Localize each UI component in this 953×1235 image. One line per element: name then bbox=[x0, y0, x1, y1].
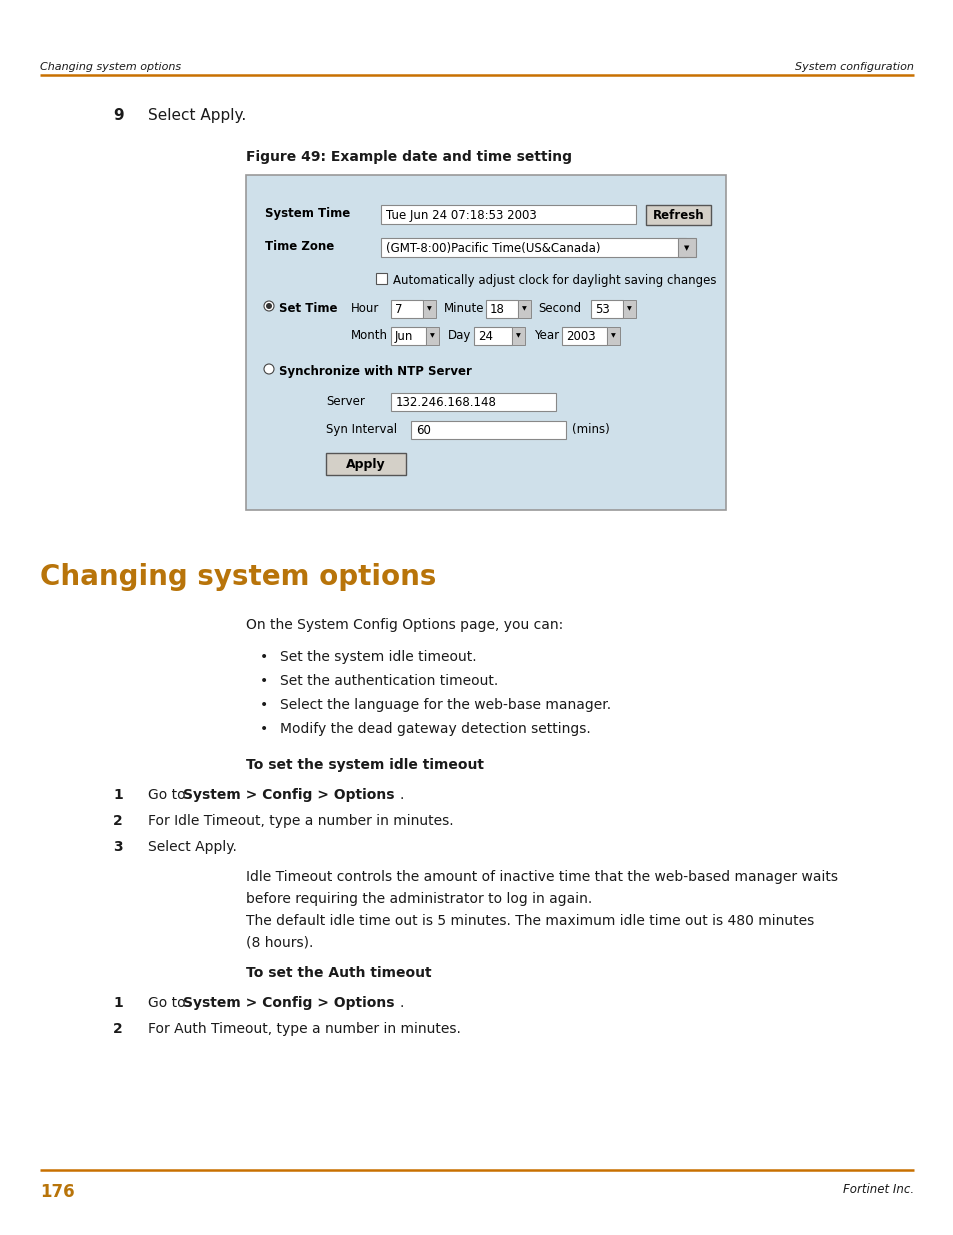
Text: Changing system options: Changing system options bbox=[40, 62, 181, 72]
Text: The default idle time out is 5 minutes. The maximum idle time out is 480 minutes: The default idle time out is 5 minutes. … bbox=[246, 914, 814, 927]
Text: 9: 9 bbox=[112, 107, 124, 124]
Text: Set the system idle timeout.: Set the system idle timeout. bbox=[280, 650, 476, 664]
Text: Synchronize with NTP Server: Synchronize with NTP Server bbox=[278, 366, 472, 378]
Text: Minute: Minute bbox=[443, 303, 484, 315]
Text: ▼: ▼ bbox=[626, 306, 631, 311]
Text: Hour: Hour bbox=[351, 303, 379, 315]
Text: 2003: 2003 bbox=[565, 330, 595, 342]
Text: 60: 60 bbox=[416, 424, 431, 436]
Text: •: • bbox=[259, 722, 268, 736]
Bar bbox=[426, 327, 438, 345]
Circle shape bbox=[264, 364, 274, 374]
Text: Fortinet Inc.: Fortinet Inc. bbox=[842, 1183, 913, 1195]
Text: 7: 7 bbox=[395, 303, 402, 315]
Text: For Idle Timeout, type a number in minutes.: For Idle Timeout, type a number in minut… bbox=[148, 814, 453, 827]
Bar bbox=[391, 327, 426, 345]
Text: ▼: ▼ bbox=[429, 333, 434, 338]
Bar bbox=[422, 300, 436, 317]
Text: Month: Month bbox=[351, 329, 388, 342]
Text: On the System Config Options page, you can:: On the System Config Options page, you c… bbox=[246, 618, 562, 632]
Circle shape bbox=[266, 303, 272, 309]
Text: (mins): (mins) bbox=[572, 424, 609, 436]
Text: Server: Server bbox=[326, 395, 364, 408]
Text: Modify the dead gateway detection settings.: Modify the dead gateway detection settin… bbox=[280, 722, 590, 736]
Text: System > Config > Options: System > Config > Options bbox=[183, 995, 395, 1010]
Bar bbox=[380, 205, 636, 224]
Text: .: . bbox=[399, 995, 404, 1010]
Text: Go to: Go to bbox=[148, 995, 190, 1010]
Text: ▼: ▼ bbox=[610, 333, 615, 338]
Text: Year: Year bbox=[534, 329, 558, 342]
Text: •: • bbox=[259, 698, 268, 713]
Text: ▼: ▼ bbox=[515, 333, 519, 338]
Bar bbox=[517, 300, 531, 317]
Text: 176: 176 bbox=[40, 1183, 74, 1200]
Text: .: . bbox=[399, 788, 404, 802]
Text: ▼: ▼ bbox=[426, 306, 431, 311]
Text: For Auth Timeout, type a number in minutes.: For Auth Timeout, type a number in minut… bbox=[148, 1023, 460, 1036]
Text: Set the authentication timeout.: Set the authentication timeout. bbox=[280, 674, 497, 688]
Text: 1: 1 bbox=[112, 788, 123, 802]
Bar bbox=[474, 327, 512, 345]
Text: Select Apply.: Select Apply. bbox=[148, 840, 236, 853]
Text: ▼: ▼ bbox=[521, 306, 526, 311]
Bar bbox=[380, 238, 685, 257]
Text: 18: 18 bbox=[490, 303, 504, 315]
Text: Syn Interval: Syn Interval bbox=[326, 424, 396, 436]
Text: Day: Day bbox=[448, 329, 471, 342]
Text: 1: 1 bbox=[112, 995, 123, 1010]
Text: System > Config > Options: System > Config > Options bbox=[183, 788, 395, 802]
Bar bbox=[622, 300, 636, 317]
Bar bbox=[561, 327, 606, 345]
Bar bbox=[512, 327, 524, 345]
Text: System Time: System Time bbox=[265, 207, 350, 220]
Text: Apply: Apply bbox=[346, 457, 385, 471]
Text: System configuration: System configuration bbox=[794, 62, 913, 72]
Text: (GMT-8:00)Pacific Time(US&Canada): (GMT-8:00)Pacific Time(US&Canada) bbox=[386, 242, 599, 254]
Text: ▼: ▼ bbox=[683, 245, 689, 251]
Text: Changing system options: Changing system options bbox=[40, 563, 436, 592]
Bar bbox=[411, 421, 565, 438]
Text: 3: 3 bbox=[112, 840, 123, 853]
Text: Tue Jun 24 07:18:53 2003: Tue Jun 24 07:18:53 2003 bbox=[386, 209, 537, 221]
Text: 2: 2 bbox=[112, 814, 123, 827]
Text: Second: Second bbox=[537, 303, 580, 315]
Text: 53: 53 bbox=[595, 303, 609, 315]
Text: 24: 24 bbox=[477, 330, 493, 342]
Text: •: • bbox=[259, 650, 268, 664]
Bar bbox=[606, 327, 619, 345]
Bar bbox=[678, 238, 696, 257]
Text: To set the system idle timeout: To set the system idle timeout bbox=[246, 758, 483, 772]
Text: Refresh: Refresh bbox=[652, 209, 703, 221]
Bar bbox=[485, 300, 517, 317]
Text: (8 hours).: (8 hours). bbox=[246, 936, 313, 950]
Bar bbox=[391, 393, 556, 411]
Text: Figure 49: Example date and time setting: Figure 49: Example date and time setting bbox=[246, 149, 572, 164]
Text: •: • bbox=[259, 674, 268, 688]
Text: 2: 2 bbox=[112, 1023, 123, 1036]
Text: before requiring the administrator to log in again.: before requiring the administrator to lo… bbox=[246, 892, 592, 906]
Bar bbox=[645, 205, 710, 225]
Bar bbox=[590, 300, 622, 317]
Text: Set Time: Set Time bbox=[278, 303, 337, 315]
Bar bbox=[391, 300, 422, 317]
Circle shape bbox=[264, 301, 274, 311]
Bar bbox=[246, 175, 725, 510]
Text: 132.246.168.148: 132.246.168.148 bbox=[395, 395, 497, 409]
Text: To set the Auth timeout: To set the Auth timeout bbox=[246, 966, 431, 981]
Text: Jun: Jun bbox=[395, 330, 413, 342]
Text: Go to: Go to bbox=[148, 788, 190, 802]
Text: Automatically adjust clock for daylight saving changes: Automatically adjust clock for daylight … bbox=[393, 274, 716, 287]
Text: Select Apply.: Select Apply. bbox=[148, 107, 246, 124]
Bar bbox=[326, 453, 406, 475]
Text: Time Zone: Time Zone bbox=[265, 240, 335, 253]
Text: Select the language for the web-base manager.: Select the language for the web-base man… bbox=[280, 698, 611, 713]
Text: Idle Timeout controls the amount of inactive time that the web-based manager wai: Idle Timeout controls the amount of inac… bbox=[246, 869, 837, 884]
Bar bbox=[375, 273, 387, 284]
